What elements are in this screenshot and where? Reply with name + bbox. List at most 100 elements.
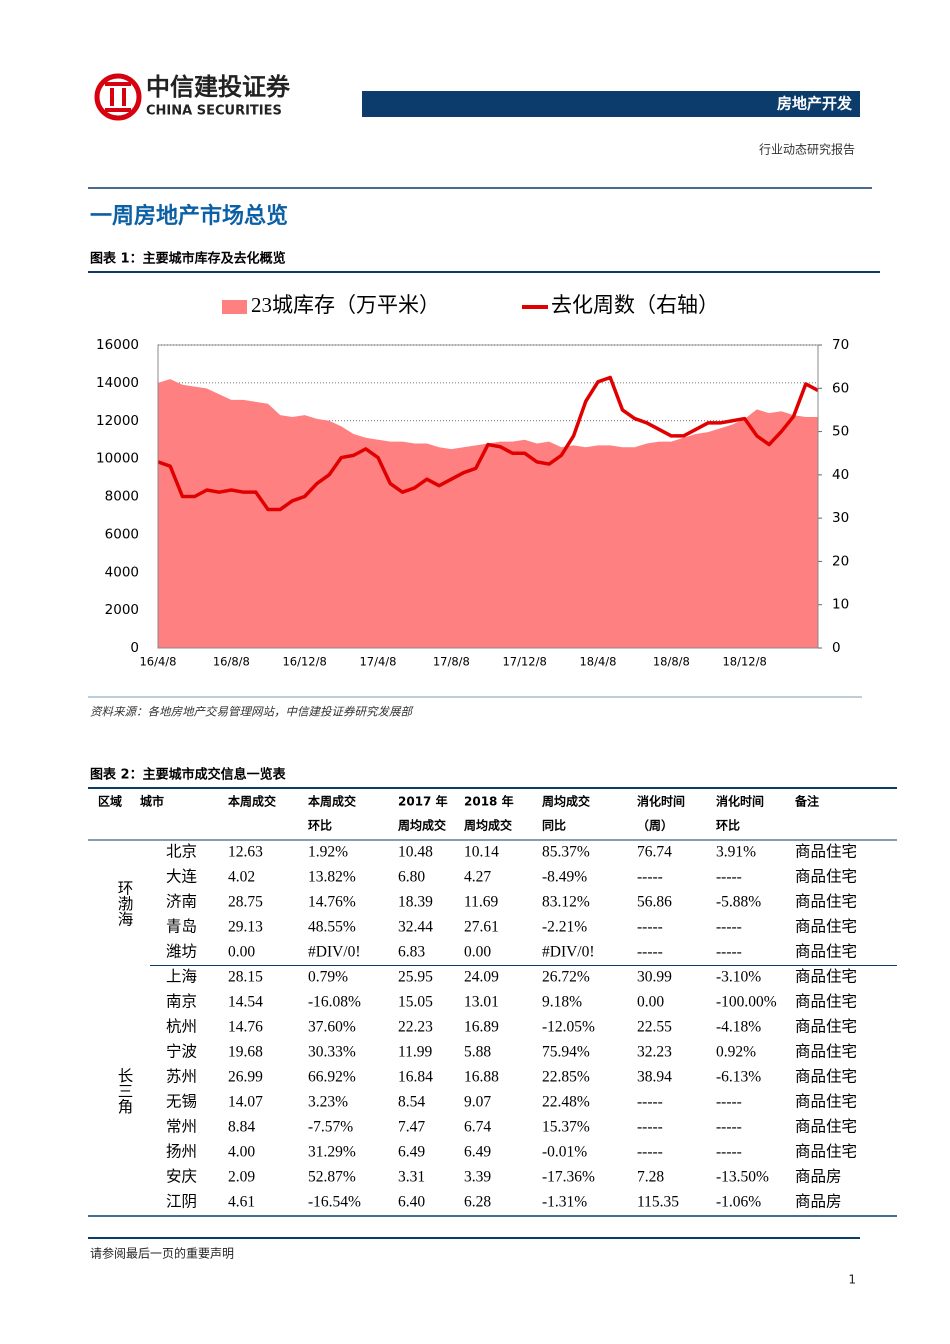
table-cell: 24.09 (464, 969, 499, 986)
area-series (158, 379, 818, 648)
y-tick-label: 8000 (105, 489, 139, 505)
table-cell: 商品住宅 (795, 868, 857, 886)
table-cell: 商品住宅 (795, 1118, 857, 1136)
table-cell: 0.00 (464, 944, 491, 961)
table-cell: -8.49% (542, 869, 587, 886)
legend-swatch (222, 300, 247, 314)
table-cell: 南京 (166, 993, 197, 1011)
table-cell: 38.94 (637, 1069, 672, 1086)
table-cell: 10.14 (464, 844, 499, 861)
table-cell: 32.23 (637, 1044, 672, 1061)
table-cell: 商品住宅 (795, 993, 857, 1011)
table-cell: 11.99 (398, 1044, 433, 1061)
table-cell: 37.60% (308, 1019, 356, 1036)
table-cell: 商品房 (795, 1168, 842, 1186)
table-cell: 4.27 (464, 869, 491, 886)
table-cell: 25.95 (398, 969, 433, 986)
table-header: 本周成交 (308, 794, 356, 809)
region-label: 环渤海 (116, 880, 134, 927)
legend-label: 去化周数（右轴） (551, 293, 719, 317)
source-note: 资料来源：各地房地产交易管理网站，中信建投证券研究发展部 (90, 705, 414, 719)
y-tick-label: 14000 (96, 375, 139, 391)
table-cell: 83.12% (542, 894, 590, 911)
table-cell: 13.01 (464, 994, 499, 1011)
table-cell: ----- (716, 944, 742, 961)
table-cell: 16.84 (398, 1069, 433, 1086)
table-cell: 3.31 (398, 1169, 425, 1186)
table-cell: 8.54 (398, 1094, 425, 1111)
y-tick-label: 4000 (105, 564, 139, 580)
x-tick-label: 18/8/8 (653, 655, 690, 669)
table-cell: 30.33% (308, 1044, 356, 1061)
figure-caption: 图表 2：主要城市成交信息一览表 (90, 767, 287, 783)
y2-tick-label: 0 (832, 640, 841, 656)
table-cell: 7.47 (398, 1119, 425, 1136)
page-number: 1 (848, 1273, 856, 1287)
table-cell: -16.54% (308, 1194, 361, 1211)
table-cell: 5.88 (464, 1044, 491, 1061)
y2-tick-label: 50 (832, 424, 849, 440)
table-cell: 11.69 (464, 894, 499, 911)
table-cell: 7.28 (637, 1169, 664, 1186)
figure-caption: 图表 1：主要城市库存及去化概览 (90, 251, 286, 267)
table-cell: 1.92% (308, 844, 348, 861)
table-cell: 14.07 (228, 1094, 263, 1111)
table-cell: 6.40 (398, 1194, 425, 1211)
table-cell: 9.07 (464, 1094, 491, 1111)
table-cell: 12.63 (228, 844, 263, 861)
logo-cn: 中信建投证券 (146, 73, 291, 101)
y-tick-label: 10000 (96, 451, 139, 467)
table-cell: ----- (637, 1144, 663, 1161)
logo-icon (94, 73, 142, 121)
table-cell: 商品房 (795, 1193, 842, 1211)
table-cell: 15.05 (398, 994, 433, 1011)
table-cell: -6.13% (716, 1069, 761, 1086)
table-cell: 3.91% (716, 844, 756, 861)
logo-en: CHINA SECURITIES (146, 104, 282, 119)
table-cell: 商品住宅 (795, 843, 857, 861)
table-cell: -1.31% (542, 1194, 587, 1211)
table-cell: 31.29% (308, 1144, 356, 1161)
table-cell: 商品住宅 (795, 1018, 857, 1036)
y-tick-label: 12000 (96, 413, 139, 429)
table-header: 区域 (98, 794, 122, 809)
table-cell: 苏州 (166, 1068, 197, 1086)
table-cell: 8.84 (228, 1119, 255, 1136)
table-cell: 26.72% (542, 969, 590, 986)
table-cell: 安庆 (166, 1168, 197, 1186)
table-cell: 22.85% (542, 1069, 590, 1086)
table-cell: 商品住宅 (795, 943, 857, 961)
table-cell: -0.01% (542, 1144, 587, 1161)
y-tick-label: 16000 (96, 337, 139, 353)
table-cell: 22.23 (398, 1019, 433, 1036)
table-cell: ----- (637, 944, 663, 961)
table-cell: -100.00% (716, 994, 777, 1011)
table-cell: 商品住宅 (795, 1068, 857, 1086)
table-header: 消化时间 (716, 794, 764, 809)
x-tick-label: 16/12/8 (282, 655, 326, 669)
table-cell: -12.05% (542, 1019, 595, 1036)
table-cell: 6.83 (398, 944, 425, 961)
table-cell: 无锡 (166, 1093, 197, 1111)
table-cell: 29.13 (228, 919, 263, 936)
table-cell: 6.49 (464, 1144, 491, 1161)
table-cell: 28.75 (228, 894, 263, 911)
table-cell: 3.23% (308, 1094, 348, 1111)
table-cell: 48.55% (308, 919, 356, 936)
table-cell: 22.55 (637, 1019, 672, 1036)
table-cell: 16.88 (464, 1069, 499, 1086)
table-cell: 30.99 (637, 969, 672, 986)
disclaimer: 请参阅最后一页的重要声明 (90, 1246, 234, 1261)
x-tick-label: 16/8/8 (213, 655, 250, 669)
table-cell: 商品住宅 (795, 893, 857, 911)
table-cell: 上海 (166, 968, 197, 986)
y-tick-label: 6000 (105, 526, 139, 542)
x-tick-label: 18/12/8 (722, 655, 766, 669)
table-header: 2017 年 (398, 794, 448, 809)
table-cell: -3.10% (716, 969, 761, 986)
region-label: 长三角 (116, 1067, 134, 1115)
table-cell: -2.21% (542, 919, 587, 936)
table-cell: 杭州 (166, 1018, 197, 1036)
